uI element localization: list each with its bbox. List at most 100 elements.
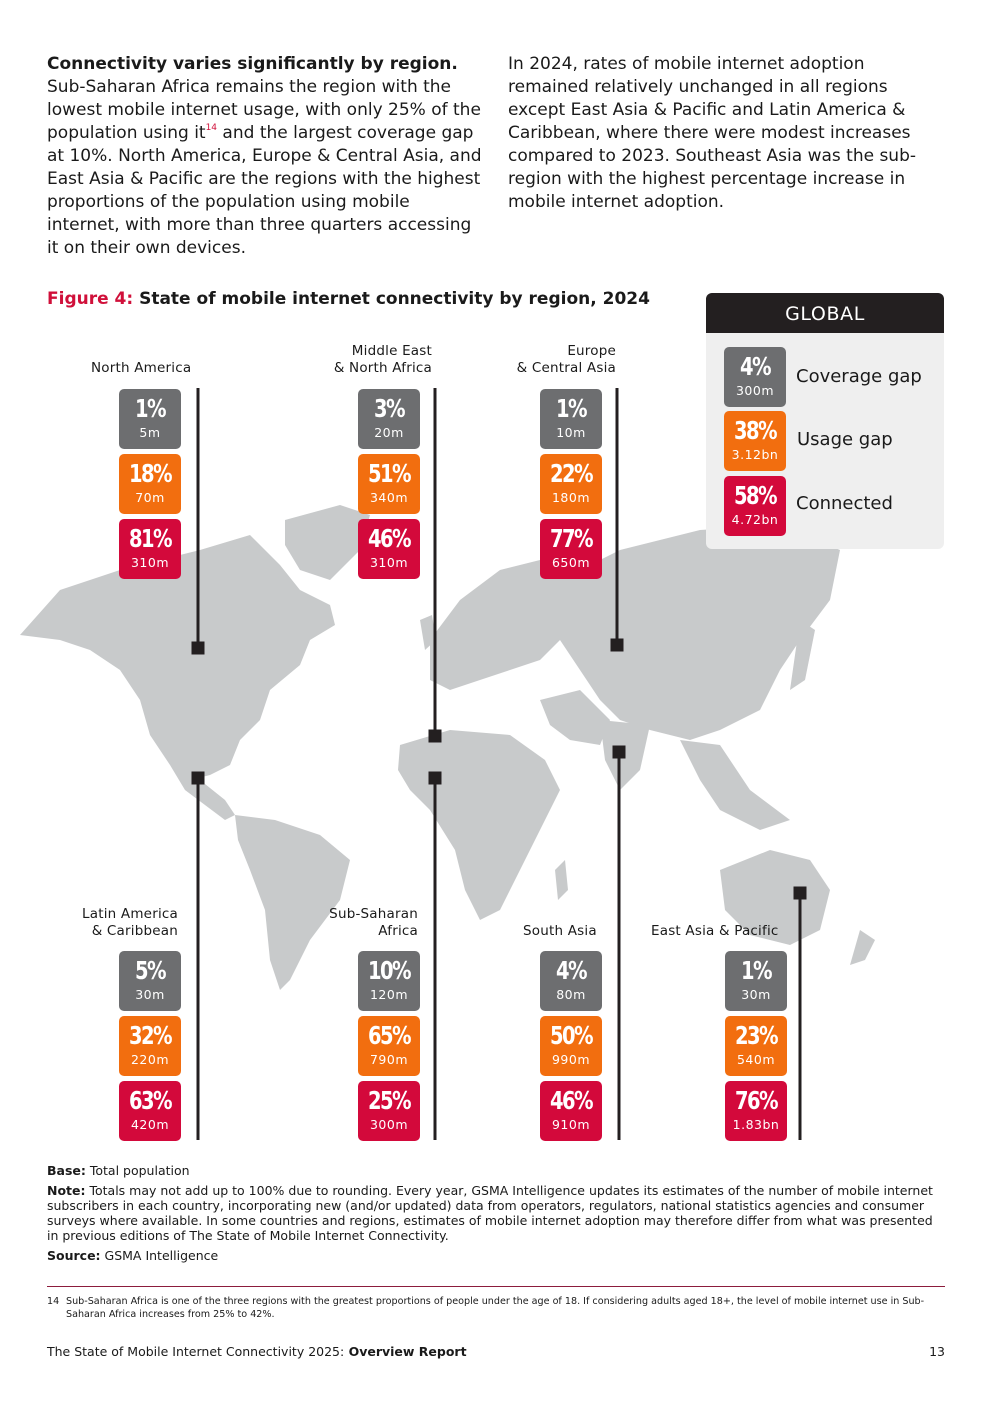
connected-count: 300m [369, 1117, 409, 1132]
usage-pct: 32% [129, 1021, 173, 1050]
intro-left-body-1: Sub-Saharan Africa remains the region wi… [47, 77, 481, 143]
lac-usage-tile: 32% 220m [119, 1016, 181, 1076]
coverage-pct: 1% [740, 956, 773, 985]
intro-left: Connectivity varies significantly by reg… [47, 53, 487, 260]
lac-coverage-tile: 5% 30m [119, 951, 181, 1011]
marker-south-asia [612, 745, 626, 759]
connected-count: 310m [369, 555, 409, 570]
usage-count: 790m [369, 1052, 409, 1067]
map-greenland [285, 505, 370, 580]
coverage-count: 20m [374, 425, 404, 440]
coverage-pct: 3% [373, 394, 406, 423]
footnote-ref[interactable]: 14 [205, 123, 218, 133]
connected-pct: 81% [129, 524, 173, 553]
region-name: Europe [567, 343, 616, 359]
intro-heading: Connectivity varies significantly by reg… [47, 54, 458, 74]
page-footer: The State of Mobile Internet Connectivit… [47, 1344, 467, 1359]
region-name: Latin America [82, 906, 178, 922]
source-note: Source: GSMA Intelligence [47, 1248, 947, 1263]
connected-pct: 77% [550, 524, 594, 553]
region-name-line-2: & Caribbean [91, 923, 178, 939]
coverage-pct: 1% [555, 394, 588, 423]
eap-coverage-tile: 1% 30m [725, 951, 787, 1011]
report-subtitle: Overview Report [344, 1344, 467, 1359]
map-middle-east [540, 690, 610, 745]
note-text: Totals may not add up to 100% due to rou… [47, 1183, 933, 1243]
map-europe [430, 560, 580, 690]
region-name: Middle East [351, 343, 432, 359]
connected-count: 1.83bn [732, 1117, 780, 1132]
eap-usage-tile: 23% 540m [725, 1016, 787, 1076]
global-coverage-tile: 4% 300m [724, 347, 786, 407]
coverage-pct: 4% [555, 956, 588, 985]
footnote: 14 Sub-Saharan Africa is one of the thre… [47, 1295, 945, 1321]
page-number: 13 [929, 1344, 945, 1359]
global-usage-count: 3.12bn [731, 447, 779, 462]
eca-usage-tile: 22% 180m [540, 454, 602, 514]
region-name: East Asia & Pacific [651, 923, 779, 939]
region-name: North America [91, 360, 192, 376]
connected-count: 420m [130, 1117, 170, 1132]
sa-usage-tile: 50% 990m [540, 1016, 602, 1076]
coverage-pct: 5% [134, 956, 167, 985]
footnote-number: 14 [47, 1296, 60, 1307]
map-japan [790, 620, 815, 690]
region-name-line-2: Africa [378, 923, 418, 939]
global-panel: GLOBAL 4% 300m Coverage gap 38% 3.12bn U… [706, 293, 944, 549]
na-connected-tile: 81% 310m [119, 519, 181, 579]
marker-europe [610, 638, 624, 652]
sa-coverage-tile: 4% 80m [540, 951, 602, 1011]
legend-coverage-gap: Coverage gap [796, 366, 922, 387]
eca-coverage-tile: 1% 10m [540, 389, 602, 449]
coverage-count: 10m [556, 425, 586, 440]
coverage-count: 5m [139, 425, 161, 440]
region-label-mena: Middle East & North Africa [310, 343, 432, 377]
figure-title-text: State of mobile internet connectivity by… [139, 289, 650, 309]
global-coverage-count: 300m [735, 383, 775, 398]
ssa-usage-tile: 65% 790m [358, 1016, 420, 1076]
region-label-south-asia: South Asia [523, 923, 597, 940]
connected-pct: 46% [368, 524, 412, 553]
usage-pct: 51% [368, 459, 412, 488]
connected-pct: 76% [735, 1086, 779, 1115]
global-usage-pct: 38% [734, 416, 778, 445]
mena-coverage-tile: 3% 20m [358, 389, 420, 449]
connected-pct: 63% [129, 1086, 173, 1115]
ssa-connected-tile: 25% 300m [358, 1081, 420, 1141]
region-label-latin-america: Latin America & Caribbean [60, 906, 178, 940]
marker-east-asia [793, 886, 807, 900]
map-asia [560, 525, 840, 740]
map-southeast-asia [680, 740, 790, 830]
usage-pct: 22% [550, 459, 594, 488]
global-connected-tile: 58% 4.72bn [724, 476, 786, 536]
map-madagascar [555, 860, 568, 900]
global-connected-count: 4.72bn [731, 512, 779, 527]
usage-pct: 50% [550, 1021, 594, 1050]
base-text: Total population [85, 1163, 190, 1178]
figure-notes: Base: Total population Note: Totals may … [47, 1163, 947, 1263]
global-title: GLOBAL [706, 293, 944, 333]
marker-ssa [428, 771, 442, 785]
source-text: GSMA Intelligence [100, 1248, 219, 1263]
map-central-america [170, 765, 235, 820]
region-name: South Asia [523, 923, 597, 939]
connected-pct: 46% [550, 1086, 594, 1115]
region-label-europe: Europe & Central Asia [495, 343, 616, 377]
global-connected-pct: 58% [734, 481, 778, 510]
region-label-north-america: North America [91, 360, 191, 377]
region-label-ssa: Sub-Saharan Africa [300, 906, 418, 940]
region-name-line-2: & Central Asia [516, 360, 616, 376]
coverage-count: 80m [556, 987, 586, 1002]
coverage-count: 120m [369, 987, 409, 1002]
source-label: Source: [47, 1248, 101, 1263]
connected-count: 910m [551, 1117, 591, 1132]
base-label: Base: [47, 1163, 86, 1178]
note-text-block: Note: Totals may not add up to 100% due … [47, 1183, 947, 1243]
eca-connected-tile: 77% 650m [540, 519, 602, 579]
report-title: The State of Mobile Internet Connectivit… [47, 1344, 345, 1359]
coverage-count: 30m [135, 987, 165, 1002]
usage-pct: 65% [368, 1021, 412, 1050]
global-coverage-pct: 4% [739, 352, 772, 381]
usage-count: 340m [369, 490, 409, 505]
